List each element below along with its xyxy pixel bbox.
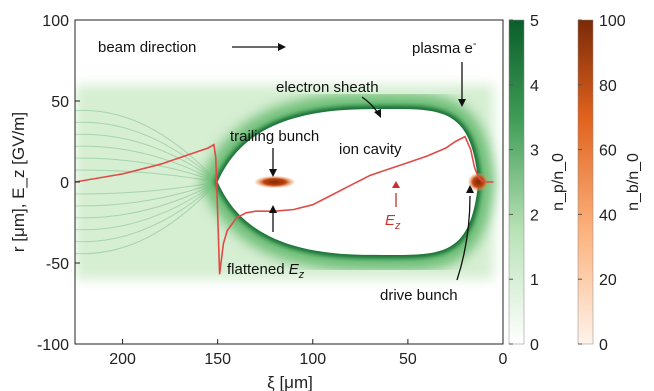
annotation-plasma-e: plasma e-: [412, 38, 477, 57]
annotation-flattened-ez: flattened Ez: [227, 261, 305, 281]
wake-filaments: [75, 109, 219, 255]
y-tick-label: 0: [60, 175, 69, 192]
trailing-bunch-mark: [254, 176, 295, 188]
y-axis-ticks: -100 -50 0 50 100: [37, 13, 80, 354]
x-tick-label: 50: [399, 351, 417, 368]
annotation-ion-cavity: ion cavity: [339, 141, 402, 158]
y-axis-label: r [μm], E_z [GV/m]: [9, 112, 28, 252]
plasma-e-arrowhead: [458, 99, 466, 107]
x-axis-label: ξ [μm]: [267, 373, 313, 391]
colorbar-tick-label: 40: [599, 207, 617, 224]
plasma-density-map: [75, 20, 503, 344]
colorbar-tick-label: 3: [530, 143, 539, 160]
colorbar-tick-label: 80: [599, 78, 617, 95]
annotation-beam-direction: beam direction: [98, 39, 196, 56]
y-tick-label: 50: [51, 94, 69, 111]
colorbar-tick-label: 100: [599, 13, 626, 30]
colorbar-plasma-gradient: [508, 19, 525, 345]
y-tick-label: -50: [46, 256, 69, 273]
flattened-arrowhead: [269, 205, 277, 213]
colorbar-beam-label: n_b/n_0: [625, 153, 642, 211]
x-tick-label: 100: [299, 351, 326, 368]
colorbar-tick-label: 20: [599, 272, 617, 289]
annotation-trailing-bunch: trailing bunch: [230, 128, 319, 145]
colorbar-tick-label: 5: [530, 13, 539, 30]
colorbar-plasma-label: n_p/n_0: [550, 153, 567, 211]
colorbar-tick-label: 60: [599, 143, 617, 160]
colorbar-plasma: 0 1 2 3 4 5 n_p/n_0: [508, 13, 567, 354]
ez-series-line: [75, 135, 494, 275]
y-tick-label: 100: [42, 13, 69, 30]
colorbar-tick-label: 0: [530, 337, 539, 354]
drive-bunch-arrow: [456, 195, 471, 281]
electron-sheath-arrowhead: [374, 109, 381, 118]
beam-direction-arrowhead: [278, 43, 286, 51]
x-tick-label: 0: [499, 351, 508, 368]
drive-bunch-arrowhead: [466, 185, 474, 193]
colorbar-plasma-ticks: 0 1 2 3 4 5: [509, 13, 539, 354]
colorbar-beam: 0 20 40 60 80 100 n_b/n_0: [577, 13, 642, 354]
x-axis-ticks: 200 150 100 50 0: [109, 339, 508, 368]
colorbar-tick-label: 1: [530, 272, 539, 289]
colorbar-tick-label: 2: [530, 207, 539, 224]
annotation-ez: Ez: [385, 212, 401, 232]
colorbar-tick-label: 0: [599, 337, 608, 354]
colorbar-beam-gradient: [577, 19, 594, 345]
colorbar-beam-ticks: 0 20 40 60 80 100: [578, 13, 626, 354]
x-tick-label: 150: [204, 351, 231, 368]
y-tick-label: -100: [37, 337, 69, 354]
ez-label-arrowhead: [392, 181, 400, 188]
ion-cavity: [217, 108, 479, 256]
colorbar-tick-label: 4: [530, 78, 539, 95]
annotation-electron-sheath: electron sheath: [276, 79, 379, 96]
annotations: beam direction plasma e- electron sheath…: [98, 38, 477, 304]
x-tick-label: 200: [109, 351, 136, 368]
annotation-drive-bunch: drive bunch: [380, 287, 458, 304]
trailing-bunch-arrowhead: [269, 169, 277, 177]
drive-bunch-mark: [468, 173, 489, 191]
